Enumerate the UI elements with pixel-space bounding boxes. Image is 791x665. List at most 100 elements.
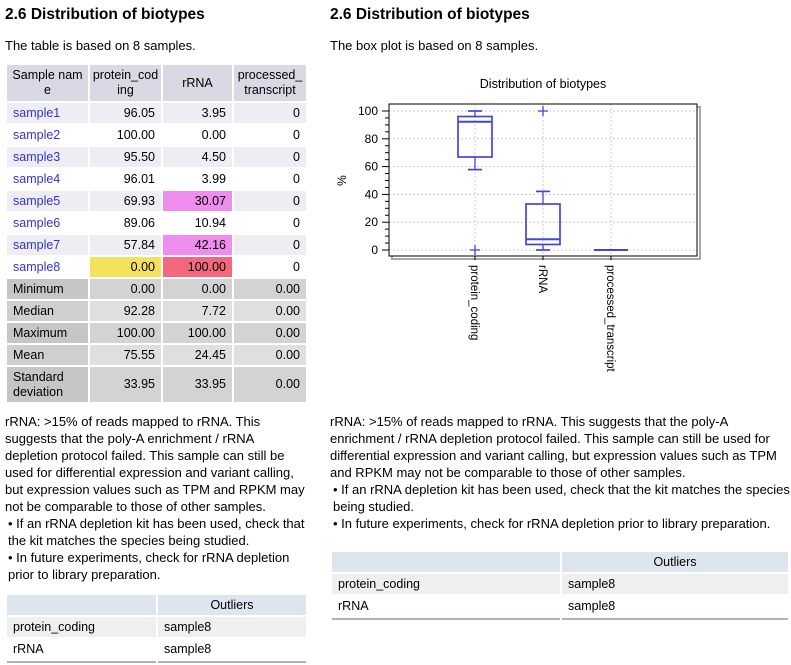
value-cell: 0 <box>234 103 306 123</box>
rrna-note-main: rRNA: >15% of reads mapped to rRNA. This… <box>330 414 777 481</box>
outlier-metric: rRNA <box>332 596 560 617</box>
sample-link[interactable]: sample6 <box>13 215 61 230</box>
boxplot-intro: The box plot is based on 8 samples. <box>330 38 539 53</box>
summary-row: Minimum 0.00 0.00 0.00 <box>7 279 306 299</box>
boxplot-section: 2.6 Distribution of biotypes The box plo… <box>330 4 791 665</box>
outliers-header: Outliers <box>562 552 788 573</box>
sample-name-cell: sample8 <box>7 257 88 277</box>
summary-value: 75.55 <box>90 345 161 365</box>
summary-value: 0.00 <box>90 279 161 299</box>
summary-value: 0.00 <box>234 279 306 299</box>
svg-text:80: 80 <box>365 132 379 146</box>
value-cell: 4.50 <box>163 147 232 167</box>
rrna-note: rRNA: >15% of reads mapped to rRNA. This… <box>5 413 308 583</box>
outlier-metric: rRNA <box>7 639 156 660</box>
outliers-empty-header <box>332 552 560 573</box>
outliers-row: rRNA sample8 <box>332 596 788 617</box>
sample-link[interactable]: sample7 <box>13 237 61 252</box>
sample-link[interactable]: sample2 <box>13 127 61 142</box>
biotype-table: Sample name protein_coding rRNA processe… <box>5 63 308 404</box>
value-cell: 0 <box>234 257 306 277</box>
table-row: sample2 100.00 0.00 0 <box>7 125 306 145</box>
value-cell: 57.84 <box>90 235 161 255</box>
table-row: sample4 96.01 3.99 0 <box>7 169 306 189</box>
svg-text:%: % <box>335 175 349 186</box>
summary-value: 33.95 <box>163 367 232 402</box>
value-cell: 69.93 <box>90 191 161 211</box>
sample-link[interactable]: sample5 <box>13 193 61 208</box>
svg-text:100: 100 <box>358 104 378 118</box>
svg-text:protein_coding: protein_coding <box>468 265 480 340</box>
value-cell: 0 <box>234 191 306 211</box>
rrna-note-main: rRNA: >15% of reads mapped to rRNA. This… <box>5 414 305 515</box>
sample-link[interactable]: sample8 <box>13 259 61 274</box>
svg-text:40: 40 <box>365 187 379 201</box>
value-cell: 100.00 <box>90 125 161 145</box>
value-cell: 3.95 <box>163 103 232 123</box>
sample-name-cell: sample7 <box>7 235 88 255</box>
outliers-header: Outliers <box>158 595 306 616</box>
section-title: 2.6 Distribution of biotypes <box>330 6 530 23</box>
table-section: 2.6 Distribution of biotypes The table i… <box>5 4 308 665</box>
outliers-table: Outliers protein_coding sample8 rRNA sam… <box>5 593 308 665</box>
summary-value: 0.00 <box>163 279 232 299</box>
svg-text:rRNA: rRNA <box>536 265 548 293</box>
summary-value: 33.95 <box>90 367 161 402</box>
outliers-table: Outliers protein_coding sample8 rRNA sam… <box>330 550 790 622</box>
summary-row: Mean 75.55 24.45 0.00 <box>7 345 306 365</box>
header-sample-name: Sample name <box>7 65 88 101</box>
summary-label: Standard deviation <box>7 367 88 402</box>
header-protein-coding: protein_coding <box>90 65 161 101</box>
outlier-metric: protein_coding <box>7 617 156 638</box>
sample-link[interactable]: sample1 <box>13 105 61 120</box>
header-rrna: rRNA <box>163 65 232 101</box>
summary-row: Maximum 100.00 100.00 0.00 <box>7 323 306 343</box>
summary-value: 0.00 <box>234 367 306 402</box>
sample-name-cell: sample3 <box>7 147 88 167</box>
value-cell: 0.00 <box>163 125 232 145</box>
sample-name-cell: sample2 <box>7 125 88 145</box>
summary-value: 0.00 <box>234 323 306 343</box>
table-intro: The table is based on 8 samples. <box>5 38 196 53</box>
svg-text:20: 20 <box>365 215 379 229</box>
sample-link[interactable]: sample4 <box>13 171 61 186</box>
value-cell: 0 <box>234 213 306 233</box>
summary-value: 0.00 <box>234 301 306 321</box>
svg-text:Distribution of biotypes: Distribution of biotypes <box>480 77 606 91</box>
svg-text:0: 0 <box>371 243 378 257</box>
sample-name-cell: sample6 <box>7 213 88 233</box>
summary-label: Median <box>7 301 88 321</box>
table-row: sample8 0.00 100.00 0 <box>7 257 306 277</box>
value-cell: 0 <box>234 235 306 255</box>
boxplot-figure: 0 20 40 60 80 100 protein_coding rRNA processed_… <box>330 66 791 404</box>
outliers-row: protein_coding sample8 <box>7 617 306 638</box>
outliers-empty-header <box>7 595 156 616</box>
table-row: sample7 57.84 42.16 0 <box>7 235 306 255</box>
rrna-note-bullet: • In future experiments, check for rRNA … <box>333 516 771 532</box>
header-processed-transcript: processed_transcript <box>234 65 306 101</box>
summary-label: Minimum <box>7 279 88 299</box>
value-cell: 100.00 <box>163 257 232 277</box>
section-title: 2.6 Distribution of biotypes <box>5 6 205 23</box>
table-row: sample6 89.06 10.94 0 <box>7 213 306 233</box>
value-cell: 3.99 <box>163 169 232 189</box>
table-row: sample1 96.05 3.95 0 <box>7 103 306 123</box>
value-cell: 89.06 <box>90 213 161 233</box>
summary-row: Standard deviation 33.95 33.95 0.00 <box>7 367 306 402</box>
rrna-note: rRNA: >15% of reads mapped to rRNA. This… <box>330 413 791 532</box>
summary-label: Maximum <box>7 323 88 343</box>
summary-value: 100.00 <box>163 323 232 343</box>
outliers-row: protein_coding sample8 <box>332 574 788 595</box>
value-cell: 96.05 <box>90 103 161 123</box>
outlier-sample: sample8 <box>158 617 306 638</box>
outliers-header-row: Outliers <box>7 595 306 616</box>
svg-text:processed_transcript: processed_transcript <box>604 265 616 373</box>
table-bottom-border <box>7 661 306 664</box>
outliers-header-row: Outliers <box>332 552 788 573</box>
summary-value: 0.00 <box>234 345 306 365</box>
sample-link[interactable]: sample3 <box>13 149 61 164</box>
value-cell: 0 <box>234 147 306 167</box>
outlier-sample: sample8 <box>158 639 306 660</box>
summary-value: 100.00 <box>90 323 161 343</box>
summary-row: Median 92.28 7.72 0.00 <box>7 301 306 321</box>
